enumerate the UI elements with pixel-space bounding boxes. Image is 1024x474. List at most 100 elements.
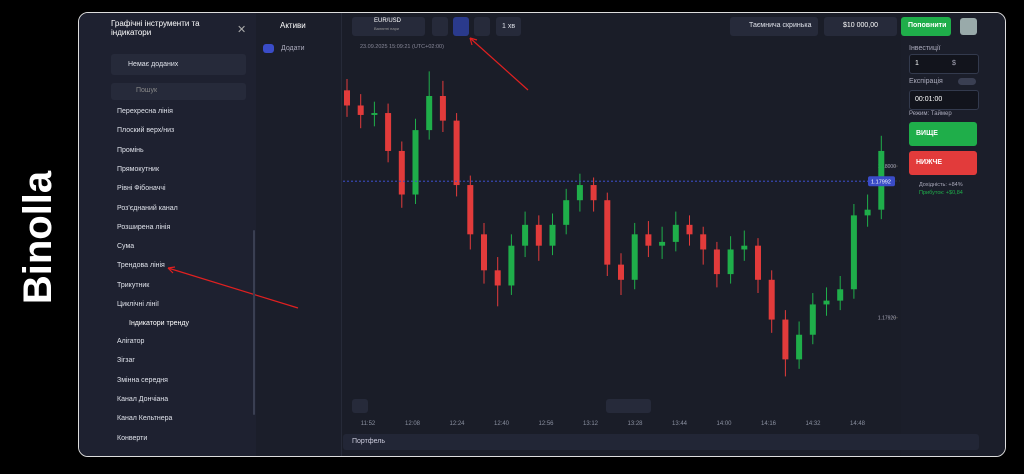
up-label: ВИЩЕ	[916, 130, 938, 137]
candle-body	[618, 264, 624, 280]
add-label[interactable]: Додати	[281, 45, 305, 52]
candle-body	[850, 215, 857, 290]
yield: Дохідність: +84%	[919, 182, 963, 188]
deposit-btn[interactable]	[901, 17, 951, 36]
candle-body	[439, 96, 446, 121]
x-tick-label: 12:24	[449, 421, 465, 427]
candle-body	[412, 130, 419, 195]
candle-body	[672, 224, 679, 242]
candle-body	[782, 319, 789, 360]
investment-input[interactable]	[909, 54, 979, 74]
indicator-item[interactable]: Конверти	[117, 434, 148, 442]
tool-item[interactable]: Циклічні лінії	[117, 301, 159, 308]
favorites[interactable]	[111, 54, 246, 75]
favorites-label: Немає доданих	[128, 61, 179, 68]
candle-body	[796, 334, 803, 360]
candle-body	[590, 185, 597, 201]
candle-body	[809, 304, 816, 335]
tool-item[interactable]: Плоский верх/низ	[117, 127, 175, 135]
candle-body	[563, 200, 570, 225]
chart-settings[interactable]	[352, 399, 368, 413]
candle-body	[604, 200, 611, 265]
tool-item[interactable]: Трикутник	[117, 281, 150, 289]
tool-item[interactable]: Рівні Фібоначчі	[117, 185, 166, 193]
candle-body	[823, 300, 830, 305]
assets-title: Активи	[280, 21, 306, 30]
tool-item[interactable]: Сума	[117, 243, 135, 251]
candle-body	[727, 249, 734, 275]
candle-body	[535, 224, 542, 246]
indicators[interactable]	[474, 17, 490, 36]
x-tick-label: 14:00	[716, 421, 732, 427]
candle-body	[494, 270, 501, 286]
chart-type[interactable]	[432, 17, 448, 36]
candle-body	[549, 224, 556, 246]
x-tick-label: 13:44	[672, 421, 688, 427]
close-icon[interactable]: ✕	[237, 24, 247, 36]
expiry-label: Експірація	[909, 78, 943, 85]
y-tick-label: 1.17920	[878, 316, 896, 322]
candle-body	[522, 224, 529, 246]
investment-label: Інвестиції	[909, 45, 941, 52]
candle-body	[713, 249, 720, 275]
pair-type: Валютні пари	[374, 26, 400, 31]
mystery-label: Таємнича скринька	[749, 22, 812, 29]
avatar[interactable]	[960, 18, 977, 35]
x-tick-label: 11:52	[361, 421, 376, 427]
assets-panel	[256, 13, 342, 456]
indicator-item[interactable]: Канал Дончіана	[117, 395, 169, 403]
candle-body	[398, 150, 405, 195]
candle-body	[481, 234, 487, 271]
x-tick-label: 13:28	[627, 421, 643, 427]
drawing-tools[interactable]	[453, 17, 469, 36]
tool-item[interactable]: Трендова лінія	[117, 262, 165, 270]
add-icon[interactable]	[263, 44, 274, 53]
arrow-head	[167, 266, 176, 274]
sidebar-title: Графічні інструменти та індикатори	[111, 19, 200, 37]
tool-item[interactable]: Роз'єднаний канал	[117, 204, 178, 212]
timeframe-btn[interactable]	[496, 17, 521, 36]
portfolio-bar[interactable]	[343, 434, 979, 450]
candle-body	[700, 234, 707, 250]
section-title[interactable]: Індикатори тренду	[129, 320, 189, 327]
expiry-input[interactable]	[909, 90, 979, 110]
candle-body	[645, 234, 652, 246]
arrow	[469, 37, 529, 91]
down-btn[interactable]	[909, 151, 977, 175]
mystery-box[interactable]	[730, 17, 818, 36]
arrow-head	[469, 37, 478, 46]
right-panel	[901, 13, 1005, 456]
indicator-item[interactable]: Зігзаг	[117, 357, 135, 365]
up-btn[interactable]	[909, 122, 977, 146]
tool-item[interactable]: Перехресна лінія	[117, 108, 173, 115]
x-tick-label: 12:40	[494, 421, 510, 427]
candle-body	[357, 105, 364, 115]
zoom-controls[interactable]	[606, 399, 651, 413]
tool-item[interactable]: Розширена лінія	[117, 223, 171, 231]
x-tick-label: 14:16	[761, 421, 777, 427]
indicator-item[interactable]: Змінна середня	[117, 376, 168, 384]
indicator-item[interactable]: Алігатор	[117, 338, 145, 345]
balance-btn[interactable]	[824, 17, 897, 36]
tool-item[interactable]: Прямокутник	[117, 165, 160, 173]
scrollbar	[253, 230, 255, 415]
investment: 1	[915, 60, 919, 67]
candle-body	[344, 90, 350, 106]
search[interactable]	[111, 83, 246, 100]
candle-body	[864, 209, 871, 216]
tool-item[interactable]: Промінь	[117, 146, 144, 154]
candle-body	[426, 96, 433, 131]
expiry-toggle[interactable]	[958, 78, 976, 85]
profit: Прибуток: +$0,84	[919, 190, 963, 196]
pair-select[interactable]	[352, 17, 425, 36]
candle-body	[576, 185, 583, 201]
candle-body	[768, 279, 775, 320]
candle-body	[371, 113, 378, 115]
candle-body	[453, 120, 460, 186]
balance: $10 000,00	[843, 22, 879, 29]
indicator-item[interactable]: Канал Кельтнера	[117, 415, 173, 423]
candle-body	[755, 245, 761, 280]
portfolio: Портфель	[352, 438, 386, 445]
